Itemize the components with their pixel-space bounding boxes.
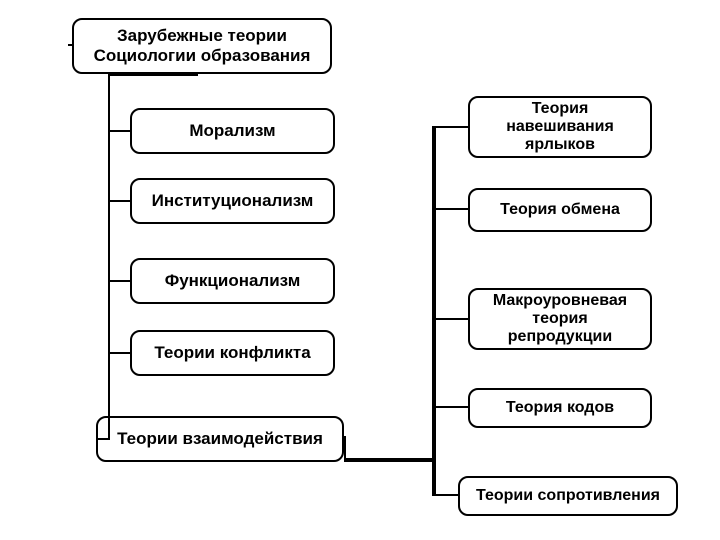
- connector-line: [432, 126, 436, 496]
- node-label: Макроуровневаятеориярепродукции: [493, 292, 627, 346]
- node-labeling-theory: Теориянавешиванияярлыков: [468, 96, 652, 158]
- connector-line: [68, 44, 74, 46]
- root-label: Зарубежные теорииСоциологии образования: [94, 26, 311, 66]
- connector-line: [96, 438, 110, 440]
- node-label: Теориянавешиванияярлыков: [506, 100, 614, 154]
- node-label: Институционализм: [152, 191, 314, 211]
- node-label: Теории сопротивления: [476, 487, 660, 505]
- connector-line: [108, 130, 130, 132]
- node-reproduction-theory: Макроуровневаятеориярепродукции: [468, 288, 652, 350]
- node-label: Теории конфликта: [154, 343, 310, 363]
- node-institutionalism: Институционализм: [130, 178, 335, 224]
- connector-line: [108, 280, 130, 282]
- node-functionalism: Функционализм: [130, 258, 335, 304]
- connector-line: [434, 126, 468, 128]
- node-conflict-theories: Теории конфликта: [130, 330, 335, 376]
- node-resistance-theories: Теории сопротивления: [458, 476, 678, 516]
- connector-line: [108, 74, 198, 76]
- node-label: Морализм: [189, 121, 275, 141]
- connector-line: [434, 208, 468, 210]
- node-interaction-theories: Теории взаимодействия: [96, 416, 344, 462]
- connector-line: [108, 74, 110, 440]
- connector-line: [434, 406, 468, 408]
- node-codes-theory: Теория кодов: [468, 388, 652, 428]
- connector-line: [434, 318, 468, 320]
- node-label: Функционализм: [165, 271, 301, 291]
- connector-line: [108, 200, 130, 202]
- connector-line: [108, 352, 130, 354]
- root-node: Зарубежные теорииСоциологии образования: [72, 18, 332, 74]
- node-exchange-theory: Теория обмена: [468, 188, 652, 232]
- connector-line: [344, 458, 434, 462]
- connector-line: [434, 494, 458, 496]
- node-moralism: Морализм: [130, 108, 335, 154]
- node-label: Теории взаимодействия: [117, 429, 323, 449]
- node-label: Теория кодов: [506, 399, 614, 417]
- connector-line: [344, 436, 346, 460]
- node-label: Теория обмена: [500, 201, 620, 219]
